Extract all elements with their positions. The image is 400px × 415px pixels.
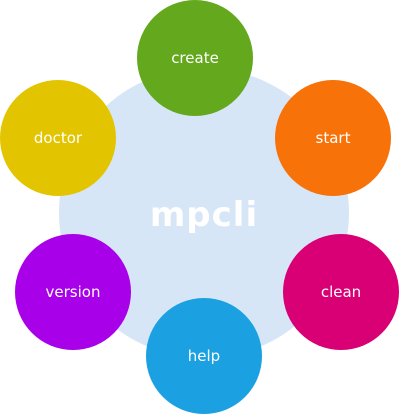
node-label: start [315, 129, 351, 147]
node-label: version [45, 283, 101, 301]
node-label: create [171, 49, 219, 67]
node-label: doctor [33, 129, 83, 147]
node-clean[interactable]: clean [283, 234, 399, 350]
hub-label: mpcli [149, 195, 259, 235]
node-version[interactable]: version [15, 234, 131, 350]
node-create[interactable]: create [137, 0, 253, 116]
node-label: clean [320, 283, 362, 301]
node-doctor[interactable]: doctor [0, 80, 116, 196]
node-help[interactable]: help [146, 298, 262, 414]
node-label: help [187, 347, 221, 365]
node-start[interactable]: start [275, 80, 391, 196]
